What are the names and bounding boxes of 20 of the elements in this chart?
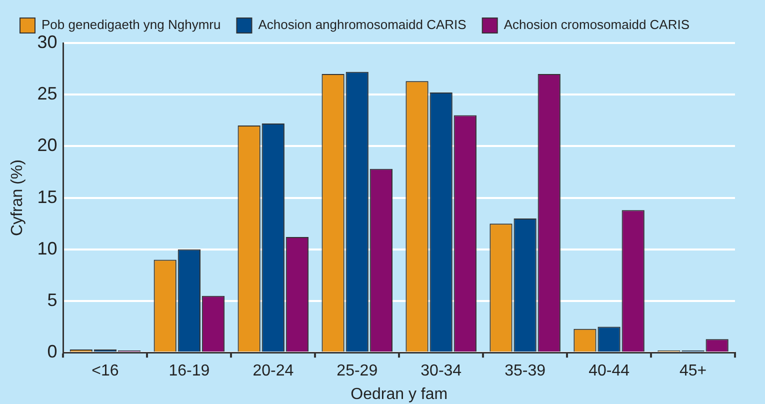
x-tick-label: 16-19	[168, 362, 210, 380]
x-tick-label: <16	[92, 362, 119, 380]
y-axis-title: Cyfran (%)	[9, 160, 26, 236]
y-tick-label: 10	[37, 238, 58, 258]
x-tick-label: 45+	[679, 362, 707, 380]
legend-label: Pob genedigaeth yng Nghymru	[42, 17, 221, 32]
x-tick-label: 30-34	[420, 362, 462, 380]
x-axis-title: Oedran y fam	[350, 386, 448, 403]
legend-label: Achosion anghromosomaidd CARIS	[258, 17, 467, 32]
y-tick-label: 30	[37, 32, 58, 52]
y-tick-label: 15	[37, 186, 58, 207]
x-tick-label: 20-24	[252, 362, 294, 380]
y-tick-label: 20	[37, 135, 58, 156]
y-tick-label: 0	[47, 342, 58, 362]
x-tick-label: 25-29	[336, 362, 378, 380]
y-tick-label: 25	[37, 84, 58, 104]
y-tick-label: 5	[47, 290, 58, 310]
legend-label: Achosion cromosomaidd CARIS	[504, 17, 690, 32]
x-tick-label: 35-39	[504, 362, 546, 380]
x-tick-label: 40-44	[588, 362, 630, 380]
